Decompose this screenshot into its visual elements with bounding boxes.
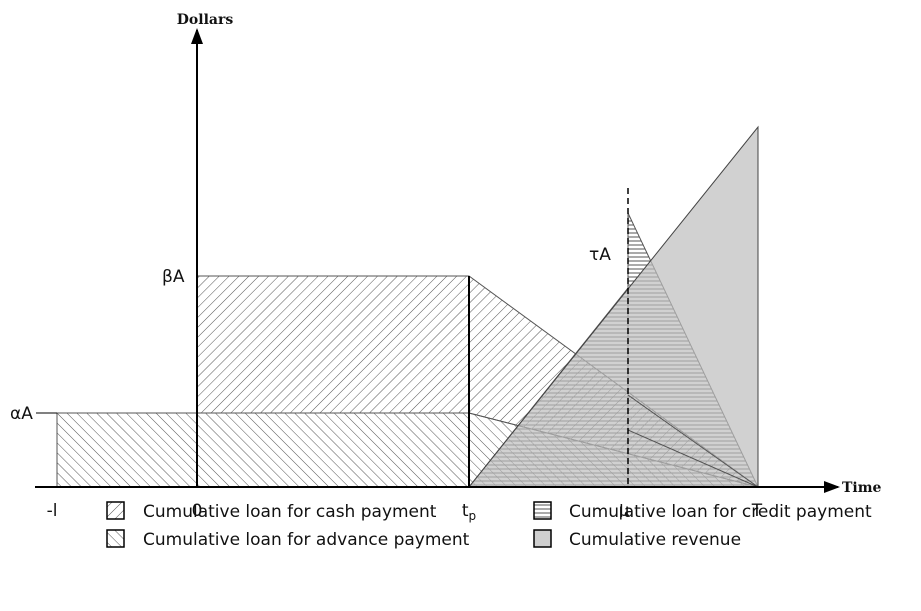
legend-label: Cumulative loan for advance payment xyxy=(143,530,470,550)
y-label: τA xyxy=(589,245,611,265)
x-label: tp xyxy=(462,501,476,523)
shapes xyxy=(35,28,840,493)
revenue-area xyxy=(467,125,759,488)
inner-line xyxy=(627,394,759,488)
x-label-base: t xyxy=(462,501,469,521)
legend-label: Cumulative loan for credit payment xyxy=(569,502,872,522)
y-label: αA xyxy=(10,404,33,424)
y-axis-label: Dollars xyxy=(177,12,234,28)
x-label: -l xyxy=(47,501,58,521)
x-label-sub: p xyxy=(469,509,477,523)
inner-line xyxy=(627,429,759,488)
legend: Cumulative loan for cash payment Cumulat… xyxy=(106,501,872,550)
legend-icon xyxy=(533,501,552,520)
legend-icon xyxy=(533,529,552,548)
x-label: 0 xyxy=(192,501,203,521)
legend-label: Cumulative revenue xyxy=(569,530,741,550)
x-label: μ xyxy=(619,501,630,521)
legend-icon xyxy=(106,501,125,520)
legend-label: Cumulative loan for cash payment xyxy=(143,502,437,522)
x-axis-label: Time xyxy=(842,480,882,496)
x-label: T xyxy=(751,501,763,521)
y-label: βA xyxy=(162,267,185,287)
legend-icon xyxy=(106,529,125,548)
